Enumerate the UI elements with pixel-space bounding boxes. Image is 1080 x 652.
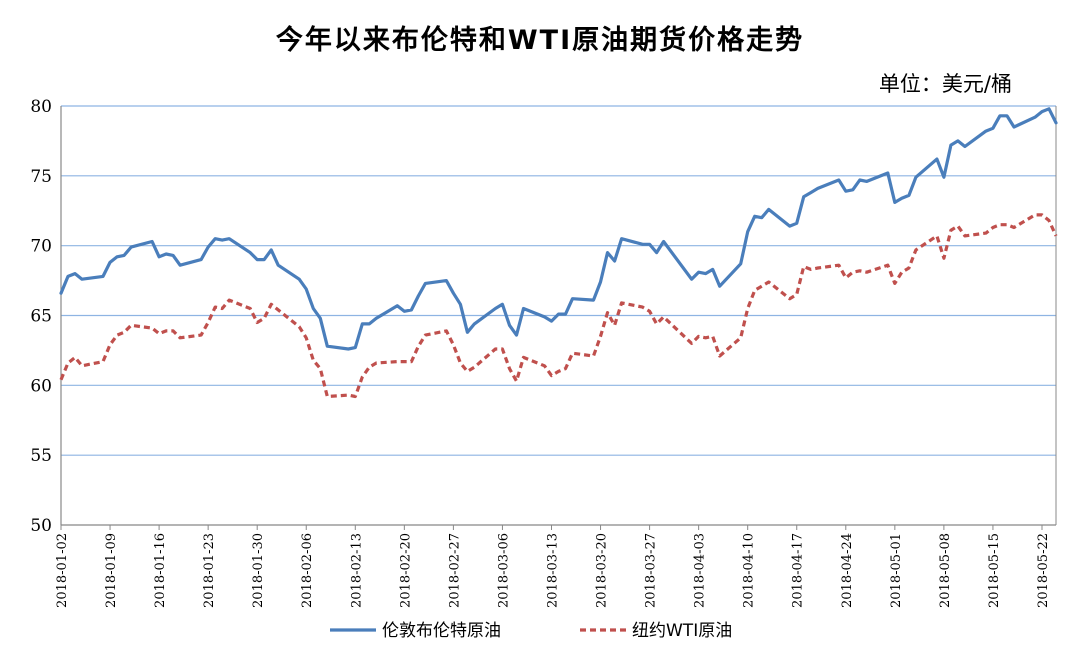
legend: 伦敦布伦特原油 纽约WTI原油 bbox=[330, 621, 732, 641]
x-tick-label: 2018-03-20 bbox=[595, 533, 610, 608]
x-tick-label: 2018-05-08 bbox=[938, 533, 953, 608]
tick-labels: 50 55 60 65 70 75 80 2018-01-02 2018-01-09 2018-0… bbox=[30, 97, 1051, 608]
x-tick-label: 2018-01-30 bbox=[251, 533, 266, 608]
axes bbox=[60, 106, 1057, 530]
y-tick-label: 55 bbox=[30, 446, 52, 466]
x-tick-label: 2018-03-06 bbox=[496, 533, 511, 608]
legend-label-brent: 伦敦布伦特原油 bbox=[382, 621, 501, 641]
x-tick-label: 2018-04-17 bbox=[791, 533, 806, 608]
x-tick-label: 2018-04-24 bbox=[840, 533, 855, 608]
x-tick-label: 2018-03-13 bbox=[545, 533, 560, 608]
chart-title: 今年以来布伦特和WTI原油期货价格走势 bbox=[275, 25, 805, 56]
x-tick-label: 2018-05-22 bbox=[1036, 533, 1051, 608]
x-tick-label: 2018-02-06 bbox=[300, 533, 315, 608]
y-tick-label: 65 bbox=[30, 307, 52, 327]
x-tick-label: 2018-01-23 bbox=[202, 533, 217, 608]
unit-label: 单位：美元/桶 bbox=[878, 72, 1012, 96]
x-tick-label: 2018-04-03 bbox=[693, 533, 708, 608]
series-lines bbox=[59, 107, 1058, 399]
legend-label-wti: 纽约WTI原油 bbox=[632, 621, 732, 641]
x-tick-label: 2018-01-09 bbox=[104, 533, 119, 608]
y-tick-label: 60 bbox=[30, 376, 52, 396]
series-line-wti bbox=[59, 213, 1058, 399]
x-tick-label: 2018-05-15 bbox=[987, 533, 1002, 608]
y-tick-label: 70 bbox=[30, 237, 52, 257]
y-tick-label: 80 bbox=[30, 97, 52, 117]
x-tick-label: 2018-04-10 bbox=[742, 533, 757, 608]
series-line-brent bbox=[59, 107, 1058, 351]
x-tick-label: 2018-05-01 bbox=[889, 533, 904, 608]
x-tick-label: 2018-01-16 bbox=[153, 533, 168, 608]
y-tick-label: 75 bbox=[30, 167, 52, 187]
x-tick-label: 2018-02-27 bbox=[447, 533, 462, 608]
x-tick-label: 2018-02-13 bbox=[349, 533, 364, 608]
gridlines bbox=[61, 105, 1056, 456]
y-tick-label: 50 bbox=[30, 516, 52, 536]
x-tick-label: 2018-03-27 bbox=[644, 533, 659, 608]
x-tick-label: 2018-02-20 bbox=[398, 533, 413, 608]
x-tick-label: 2018-01-02 bbox=[55, 533, 70, 608]
